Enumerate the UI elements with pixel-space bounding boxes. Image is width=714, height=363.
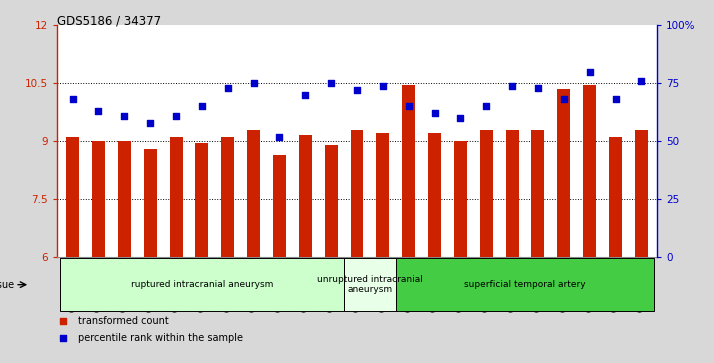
Bar xyxy=(247,130,260,257)
Bar xyxy=(402,85,415,257)
Bar xyxy=(66,137,79,257)
FancyBboxPatch shape xyxy=(344,258,396,311)
Bar xyxy=(454,141,467,257)
Bar xyxy=(609,137,622,257)
Bar xyxy=(376,134,389,257)
FancyBboxPatch shape xyxy=(60,258,344,311)
FancyBboxPatch shape xyxy=(396,258,654,311)
Point xyxy=(196,103,208,109)
Point xyxy=(506,83,518,89)
Point xyxy=(532,85,543,91)
Text: percentile rank within the sample: percentile rank within the sample xyxy=(78,333,243,343)
Point xyxy=(171,113,182,119)
Point xyxy=(377,83,388,89)
Point xyxy=(455,115,466,121)
Bar xyxy=(635,130,648,257)
Bar xyxy=(480,130,493,257)
Bar xyxy=(196,143,208,257)
Point xyxy=(300,92,311,98)
Bar xyxy=(299,135,312,257)
Bar xyxy=(325,145,338,257)
Bar xyxy=(170,137,183,257)
Point xyxy=(584,69,595,75)
Point xyxy=(481,103,492,109)
Bar xyxy=(221,137,234,257)
Point xyxy=(429,110,441,116)
Text: tissue: tissue xyxy=(0,280,15,290)
Point xyxy=(635,78,647,84)
Point xyxy=(57,318,69,323)
Point xyxy=(610,97,621,102)
Bar xyxy=(144,149,156,257)
Bar xyxy=(273,155,286,257)
Bar xyxy=(531,130,544,257)
Point xyxy=(326,80,337,86)
Bar xyxy=(583,85,596,257)
Text: transformed count: transformed count xyxy=(78,315,169,326)
Bar xyxy=(558,89,570,257)
Point xyxy=(273,134,285,139)
Point xyxy=(403,103,414,109)
Point xyxy=(351,87,363,93)
Point xyxy=(248,80,259,86)
Text: superficial temporal artery: superficial temporal artery xyxy=(464,280,586,289)
Text: GDS5186 / 34377: GDS5186 / 34377 xyxy=(57,15,161,28)
Point xyxy=(144,120,156,126)
Point xyxy=(119,113,130,119)
Point xyxy=(558,97,570,102)
Bar xyxy=(506,130,518,257)
Point xyxy=(222,85,233,91)
Bar xyxy=(428,134,441,257)
Point xyxy=(57,335,69,341)
Text: ruptured intracranial aneurysm: ruptured intracranial aneurysm xyxy=(131,280,273,289)
Point xyxy=(67,97,79,102)
Bar xyxy=(92,141,105,257)
Point xyxy=(93,108,104,114)
Bar xyxy=(118,141,131,257)
Text: unruptured intracranial
aneurysm: unruptured intracranial aneurysm xyxy=(317,275,423,294)
Bar xyxy=(351,130,363,257)
